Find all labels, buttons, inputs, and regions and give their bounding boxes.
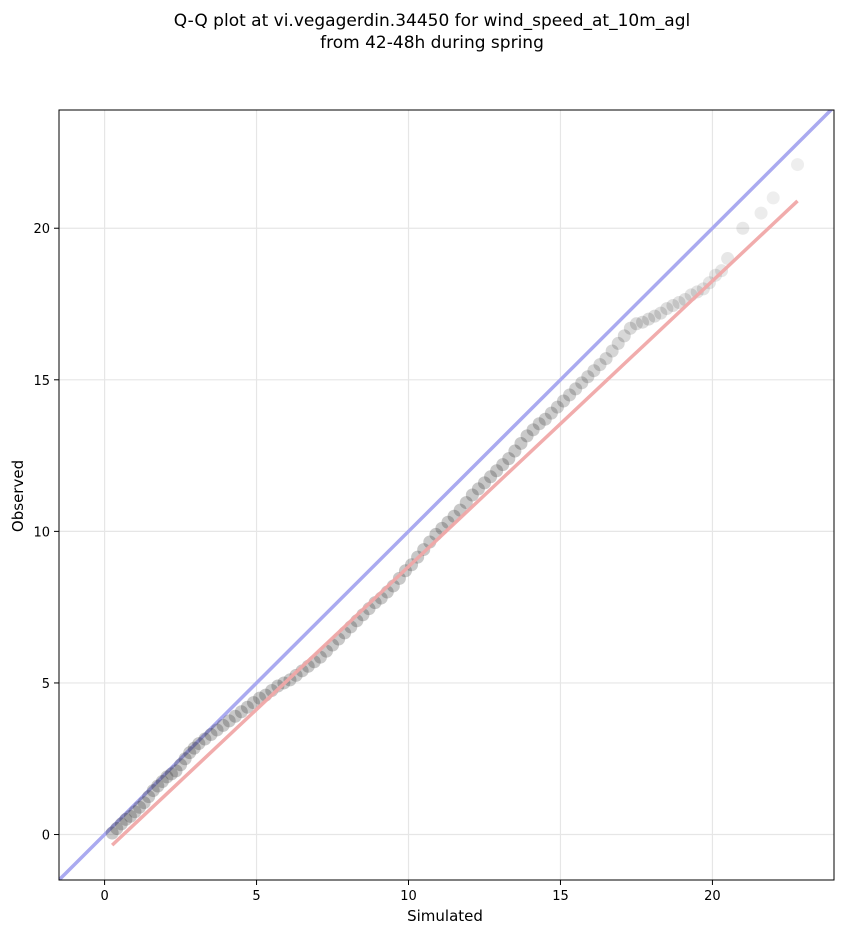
data-point	[569, 382, 583, 396]
data-point	[544, 406, 558, 420]
data-point	[708, 268, 722, 282]
data-point	[617, 329, 631, 343]
data-point	[636, 315, 650, 329]
x-axis-label: Simulated	[407, 907, 483, 925]
data-point	[642, 312, 656, 326]
data-point	[110, 821, 124, 835]
data-point	[142, 790, 156, 804]
data-point	[484, 470, 498, 484]
data-point	[629, 317, 643, 331]
y-tick-label: 20	[33, 222, 50, 237]
data-point	[187, 741, 201, 755]
data-point	[164, 767, 178, 781]
data-point	[155, 774, 169, 788]
data-point	[575, 376, 589, 390]
data-point	[599, 352, 613, 366]
x-tick-label: 0	[100, 889, 108, 904]
data-point	[137, 796, 151, 810]
data-point	[654, 306, 668, 320]
y-tick-label: 0	[42, 829, 50, 844]
x-tick-label: 15	[552, 889, 569, 904]
data-point	[557, 394, 571, 408]
data-point	[666, 299, 680, 313]
data-point	[119, 812, 133, 826]
data-points	[105, 158, 805, 840]
data-point	[160, 770, 174, 784]
data-point	[520, 429, 534, 443]
chart-title-line-2: from 42-48h during spring	[320, 33, 544, 53]
data-point	[228, 709, 242, 723]
data-point	[240, 700, 254, 714]
x-tick-label: 20	[704, 889, 721, 904]
data-point	[581, 370, 595, 384]
x-axis-ticks: 0 5 10 15 20	[100, 880, 721, 904]
y-tick-label: 5	[42, 677, 50, 692]
data-point	[690, 285, 704, 299]
data-point	[128, 805, 142, 819]
data-point	[766, 191, 780, 205]
y-tick-label: 10	[33, 525, 50, 540]
data-point	[247, 696, 261, 710]
data-point	[550, 400, 564, 414]
data-point	[736, 221, 750, 235]
data-point	[508, 444, 522, 458]
plot-frame	[58, 109, 835, 881]
data-point	[174, 758, 188, 772]
data-point	[648, 309, 662, 323]
data-point	[538, 412, 552, 426]
data-point	[417, 543, 431, 557]
fit-line	[110, 199, 799, 847]
fit-line-layer	[110, 199, 799, 847]
data-point	[114, 817, 128, 831]
data-point	[271, 679, 285, 693]
y-tick-label: 15	[33, 374, 50, 389]
data-point	[563, 388, 577, 402]
data-point	[791, 158, 805, 172]
data-point	[477, 476, 491, 490]
y-axis-label: Observed	[9, 460, 27, 532]
data-point	[526, 423, 540, 437]
data-point	[178, 752, 192, 766]
data-point	[151, 779, 165, 793]
data-point	[471, 482, 485, 496]
data-point	[459, 496, 473, 510]
data-point	[198, 732, 212, 746]
data-point	[392, 571, 406, 585]
data-point	[496, 458, 510, 472]
data-point	[754, 206, 768, 220]
data-point	[490, 464, 504, 478]
x-tick-label: 10	[400, 889, 417, 904]
data-point	[183, 746, 197, 760]
grid	[59, 110, 834, 880]
x-tick-label: 5	[252, 889, 260, 904]
data-point	[660, 302, 674, 316]
data-point	[289, 668, 303, 682]
data-point	[204, 727, 218, 741]
data-point	[133, 800, 147, 814]
data-point	[532, 417, 546, 431]
data-point	[123, 809, 137, 823]
data-point	[234, 705, 248, 719]
data-point	[611, 336, 625, 350]
data-point	[222, 714, 236, 728]
identity-line-layer	[59, 110, 834, 880]
data-point	[502, 452, 516, 466]
data-point	[146, 784, 160, 798]
y-axis-ticks: 0 5 10 15 20	[33, 222, 59, 844]
data-point	[587, 364, 601, 378]
data-point	[593, 358, 607, 372]
data-point	[623, 321, 637, 335]
data-point	[465, 488, 479, 502]
data-point	[192, 737, 206, 751]
data-point	[105, 826, 119, 840]
data-point	[672, 296, 686, 309]
chart-title-line-1: Q-Q plot at vi.vegagerdin.34450 for wind…	[174, 11, 690, 31]
data-point	[210, 723, 224, 737]
data-point	[169, 764, 183, 778]
data-point	[514, 436, 528, 450]
data-point	[605, 344, 619, 358]
identity-line	[59, 110, 834, 880]
data-point	[216, 718, 230, 732]
